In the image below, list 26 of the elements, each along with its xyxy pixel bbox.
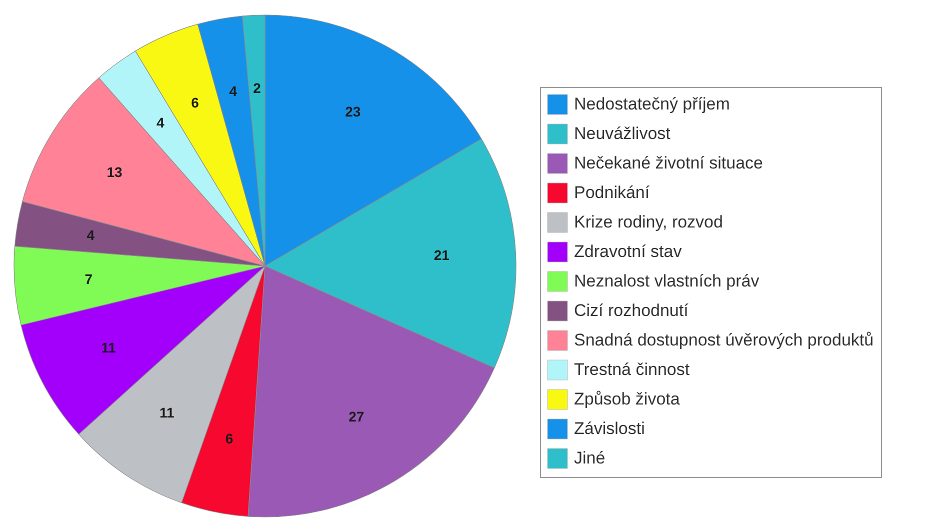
data-label: 7 [84, 270, 93, 287]
data-label: 11 [159, 404, 175, 420]
data-label: 4 [229, 82, 238, 99]
legend-label: Snadná dostupnost úvěrových produktů [574, 330, 874, 350]
legend-label: Podnikání [574, 183, 650, 202]
legend-label: Krize rodiny, rozvod [574, 212, 723, 232]
legend-label: Způsob života [574, 390, 680, 408]
legend-label: Cizí rozhodnutí [574, 301, 689, 320]
data-label: 13 [106, 164, 122, 180]
data-label: 11 [101, 340, 116, 356]
data-label: 21 [434, 247, 450, 264]
legend-label: Neuvážlivost [574, 124, 671, 143]
legend-label: Nedostatečný příjem [574, 94, 730, 114]
legend-label: Závislosti [574, 419, 645, 438]
legend-label: Nečekané životní situace [574, 154, 763, 172]
data-label: 2 [253, 80, 262, 96]
legend-label: Zdravotní stav [574, 242, 682, 261]
legend-label: Trestná činnost [574, 360, 690, 379]
data-label: 4 [156, 114, 164, 130]
data-label: 27 [348, 408, 364, 425]
data-label: 6 [191, 94, 200, 110]
legend-label: Jiné [574, 448, 606, 468]
legend-label: Neznalost vlastních práv [574, 272, 760, 290]
data-label: 23 [345, 103, 361, 120]
data-label: 6 [225, 430, 234, 446]
data-label: 4 [86, 227, 95, 244]
